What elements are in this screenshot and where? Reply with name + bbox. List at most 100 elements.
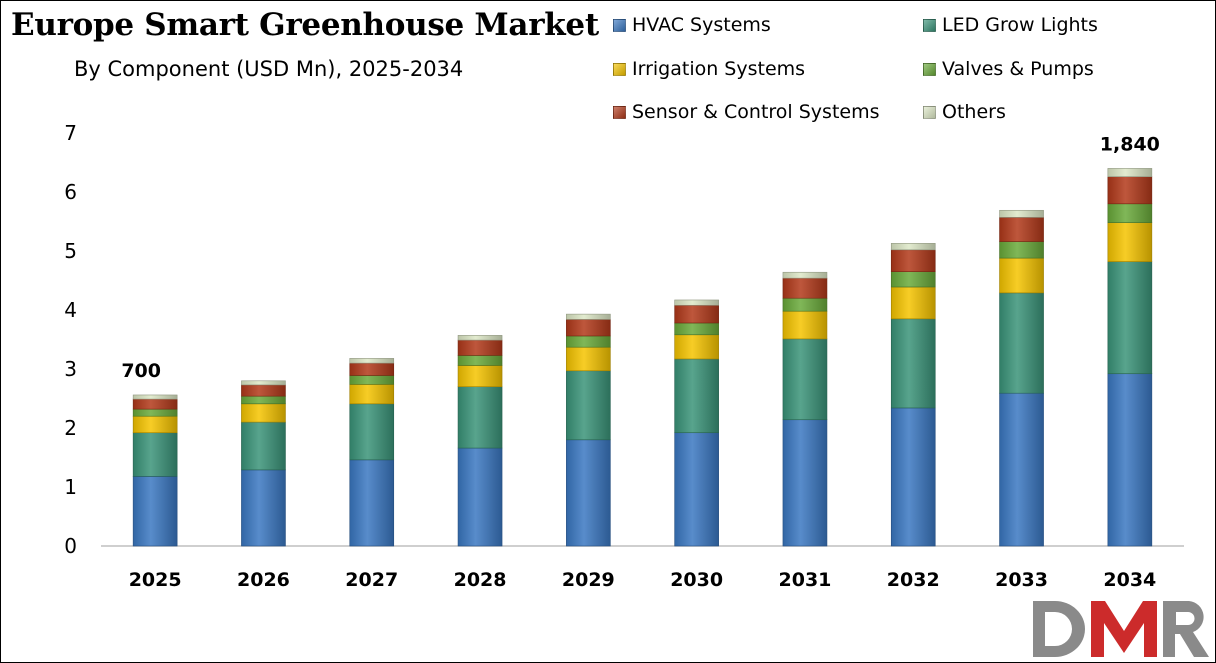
bar-2029 (566, 313, 611, 547)
bar-segment-2026-4 (241, 384, 286, 397)
legend-item-led: LED Grow Lights (923, 14, 1098, 36)
bar-segment-2025-1 (132, 432, 178, 477)
bar-segment-2030-0 (674, 432, 719, 547)
legend-item-irrigation: Irrigation Systems (613, 58, 805, 80)
legend-item-valves: Valves & Pumps (923, 58, 1094, 80)
bar-segment-2028-2 (457, 365, 503, 387)
bar-segment-2025-3 (132, 408, 178, 417)
bar-2025 (132, 394, 178, 547)
bar-segment-2034-5 (1107, 168, 1153, 177)
x-tick-label: 2029 (562, 569, 615, 591)
x-tick-label: 2034 (1103, 569, 1156, 591)
bar-2028 (457, 335, 503, 547)
bar-segment-2029-5 (566, 313, 611, 320)
bar-segment-2026-0 (241, 469, 286, 547)
y-tick-label: 1 (64, 475, 77, 499)
bar-segment-2027-3 (349, 375, 395, 385)
y-tick-label: 5 (64, 239, 77, 263)
bar-segment-2033-4 (999, 217, 1044, 242)
legend-item-others: Others (923, 101, 1006, 123)
chart-subtitle: By Component (USD Mn), 2025-2034 (74, 57, 464, 81)
y-tick-label: 7 (64, 121, 77, 145)
labels: 2025 2026 2027 2028 2029 2030 2031 2032 2033 2034… (121, 133, 1160, 591)
bar-segment-2031-3 (782, 297, 828, 312)
bar-segment-2029-4 (566, 319, 611, 337)
bar-2033 (999, 209, 1044, 547)
bar-segment-2026-2 (241, 403, 286, 423)
bar-2026 (241, 380, 286, 547)
bar-segment-2026-1 (241, 421, 286, 471)
bar-segment-2027-2 (349, 384, 395, 405)
bar-2030 (674, 299, 719, 547)
bar-segment-2033-0 (999, 392, 1044, 547)
bar-segment-2031-5 (782, 271, 828, 279)
legend-item-sensor: Sensor & Control Systems (613, 101, 880, 123)
bar-segment-2025-2 (132, 415, 178, 434)
bar-segment-2032-1 (890, 318, 936, 409)
x-tick-label: 2031 (779, 569, 832, 591)
bar-segment-2034-4 (1107, 176, 1153, 205)
bar-segment-2026-3 (241, 395, 286, 405)
legend-item-hvac: HVAC Systems (613, 14, 771, 36)
legend-swatch-irrigation (613, 62, 626, 76)
bar-segment-2028-4 (457, 339, 503, 356)
bar-segment-2027-4 (349, 362, 395, 376)
bar-segment-2030-3 (674, 322, 719, 336)
legend-label-led: LED Grow Lights (942, 14, 1098, 36)
bar-segment-2027-0 (349, 459, 395, 547)
total-label-2025: 700 (121, 360, 161, 382)
bar-segment-2031-0 (782, 419, 828, 547)
bar-segment-2029-2 (566, 346, 611, 372)
bar-segment-2034-0 (1107, 373, 1153, 547)
logo-letter-m (1091, 601, 1157, 657)
legend-swatch-sensor (613, 105, 626, 119)
x-tick-label: 2033 (995, 569, 1048, 591)
bar-segment-2033-5 (999, 209, 1044, 218)
logo-letter-d (1033, 601, 1085, 657)
bar-2032 (890, 243, 936, 547)
bar-segment-2025-4 (132, 398, 178, 410)
bar-segment-2025-0 (132, 476, 178, 547)
y-tick-label: 6 (64, 180, 77, 204)
bar-segment-2026-5 (241, 380, 286, 386)
x-tick-label: 2028 (454, 569, 507, 591)
legend-label-hvac: HVAC Systems (632, 14, 771, 36)
bar-segment-2030-1 (674, 358, 719, 434)
bar-2031 (782, 271, 828, 547)
x-tick-label: 2026 (237, 569, 290, 591)
bars (132, 168, 1153, 547)
bar-segment-2028-5 (457, 335, 503, 341)
legend-swatch-led (923, 18, 936, 32)
legend-swatch-valves (923, 62, 936, 76)
bar-segment-2032-2 (890, 286, 936, 320)
y-tick-label: 0 (64, 534, 77, 558)
y-tick-label: 2 (64, 416, 77, 440)
bar-segment-2034-3 (1107, 203, 1153, 223)
bar-segment-2027-1 (349, 403, 395, 461)
bar-segment-2032-3 (890, 271, 936, 288)
legend-swatch-others (923, 105, 936, 119)
y-tick-label: 3 (64, 357, 77, 381)
bar-segment-2028-0 (457, 447, 503, 547)
bar-segment-2032-0 (890, 407, 936, 547)
bar-segment-2031-1 (782, 338, 828, 421)
legend-label-sensor: Sensor & Control Systems (632, 101, 880, 123)
legend-swatch-hvac (613, 18, 626, 32)
bar-segment-2029-3 (566, 335, 611, 348)
chart-title: Europe Smart Greenhouse Market (11, 7, 599, 43)
bar-segment-2025-5 (132, 394, 178, 400)
legend-label-others: Others (942, 101, 1006, 123)
bar-segment-2029-1 (566, 370, 611, 441)
legend-label-irrigation: Irrigation Systems (632, 58, 806, 80)
bar-segment-2034-1 (1107, 261, 1153, 375)
x-tick-label: 2030 (670, 569, 723, 591)
logo-letter-r (1163, 601, 1209, 657)
bar-segment-2027-5 (349, 358, 395, 364)
bar-segment-2031-4 (782, 277, 828, 299)
y-tick-label: 4 (64, 298, 77, 322)
bar-segment-2034-2 (1107, 222, 1153, 262)
bar-segment-2032-4 (890, 249, 936, 272)
x-tick-label: 2032 (887, 569, 940, 591)
bar-segment-2030-5 (674, 299, 719, 306)
